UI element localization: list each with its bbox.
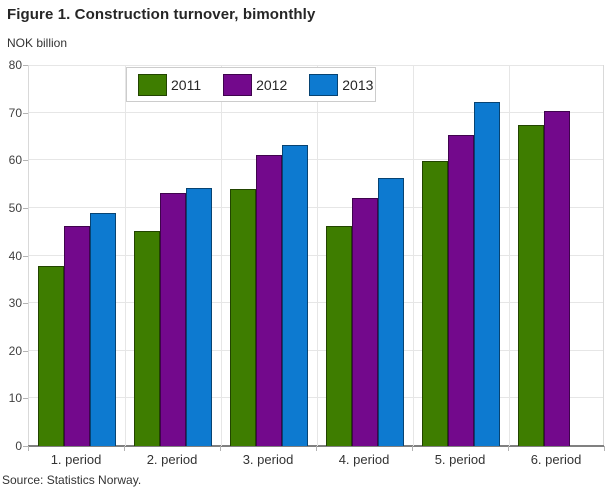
y-tick-mark [23,207,28,209]
y-tick-label-70: 70 [8,105,22,120]
x-tick-label-period-1: 1. period [50,452,102,467]
bar-2013-period-3 [282,145,308,446]
bar-2011-period-6 [518,125,544,446]
x-tick-mark [316,446,317,451]
y-tick-label-30: 30 [8,296,22,311]
y-tick-mark [23,398,28,400]
plot-area [28,65,604,447]
y-tick-mark [23,350,28,352]
y-tick-mark [23,112,28,114]
legend-label-2013: 2013 [342,76,374,93]
h-gridline-80 [29,65,603,66]
bar-2012-period-5 [448,135,474,446]
x-tick-label-period-2: 2. period [146,452,198,467]
legend: 2011 2012 2013 [126,67,376,102]
v-gridline [509,65,510,446]
x-tick-label-period-3: 3. period [242,452,294,467]
y-axis-unit-label: NOK billion [7,36,68,50]
v-gridline [317,65,318,446]
legend-swatch-2012 [223,73,253,96]
y-tick-mark [23,65,28,66]
x-tick-mark [508,446,509,451]
x-tick-mark [124,446,125,451]
legend-label-2012: 2012 [256,76,288,93]
legend-item-2011[interactable]: 2011 [138,73,202,96]
x-tick-label-period-6: 6. period [530,452,582,467]
x-tick-label-period-5: 5. period [434,452,486,467]
bar-2012-period-4 [352,198,378,446]
bar-2013-period-2 [186,188,212,446]
h-gridline-70 [29,111,603,113]
legend-label-2011: 2011 [171,76,202,93]
x-tick-mark [604,446,605,451]
v-gridline [413,65,414,446]
h-gridline-50 [29,206,603,208]
bar-2012-period-6 [544,111,570,446]
y-tick-label-10: 10 [8,391,22,406]
y-tick-label-20: 20 [8,343,22,358]
bar-2013-period-4 [378,178,404,446]
y-tick-mark [23,446,28,447]
bar-2013-period-1 [90,213,116,446]
y-tick-label-50: 50 [8,200,22,215]
bar-2011-period-5 [422,161,448,446]
bar-2012-period-3 [256,155,282,446]
h-gridline-30 [29,302,603,304]
figure-title: Figure 1. Construction turnover, bimonth… [7,6,316,23]
h-gridline-20 [29,349,603,351]
bar-2013-period-5 [474,102,500,446]
x-tick-mark [28,446,29,451]
v-gridline [125,65,126,446]
x-tick-mark [220,446,221,451]
y-tick-label-40: 40 [8,248,22,263]
legend-item-2013[interactable]: 2013 [309,73,374,96]
y-tick-label-0: 0 [15,439,22,453]
bar-2011-period-1 [38,266,64,446]
y-tick-label-60: 60 [8,153,22,168]
bar-2011-period-3 [230,189,256,446]
v-gridline [221,65,222,446]
bar-2012-period-1 [64,226,90,446]
legend-item-2012[interactable]: 2012 [223,73,288,96]
x-tick-label-period-4: 4. period [338,452,390,467]
y-tick-mark [23,255,28,257]
bar-2011-period-4 [326,226,352,446]
source-note: Source: Statistics Norway. [2,473,142,487]
x-tick-mark [412,446,413,451]
legend-swatch-2011 [138,73,167,96]
bar-2011-period-2 [134,231,160,446]
y-tick-mark [23,160,28,162]
h-gridline-40 [29,254,603,256]
bar-2012-period-2 [160,193,186,446]
y-tick-mark [23,303,28,305]
y-tick-label-80: 80 [8,58,22,72]
legend-swatch-2013 [309,73,339,96]
h-gridline-10 [29,397,603,399]
h-gridline-60 [29,159,603,161]
